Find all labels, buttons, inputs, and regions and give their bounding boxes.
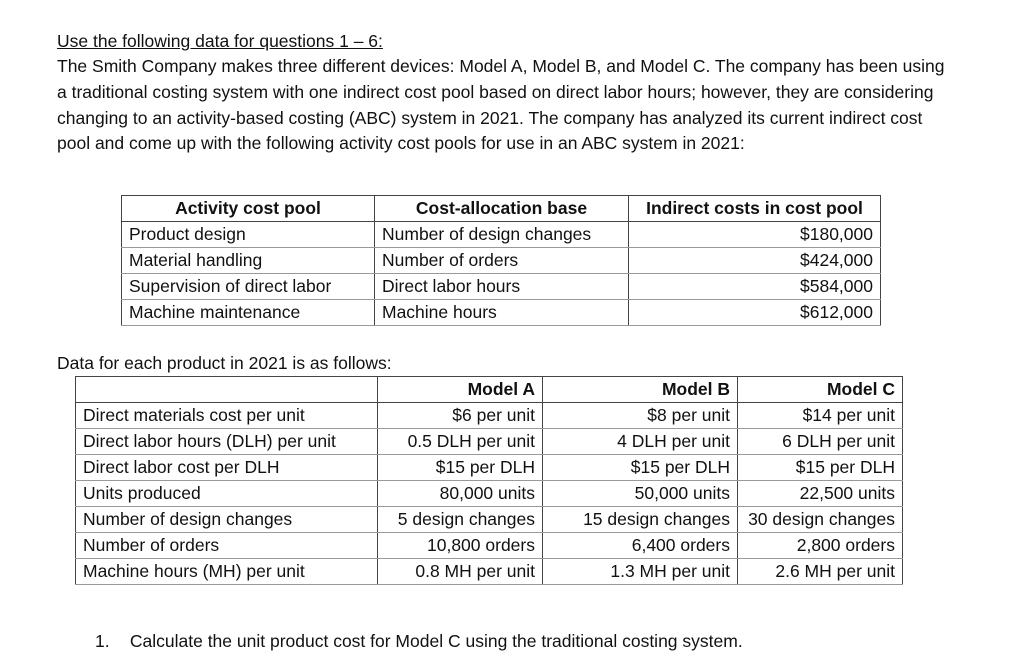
question-item: 1. Calculate the unit product cost for M… <box>95 628 743 654</box>
product-data-label: Data for each product in 2021 is as foll… <box>57 353 392 373</box>
row-label: Number of design changes <box>75 506 378 533</box>
model-a-cell: $6 per unit <box>377 402 543 429</box>
model-c-cell: 2,800 orders <box>737 532 903 559</box>
indirect-cost-cell: $424,000 <box>628 247 881 274</box>
allocation-base-cell: Machine hours <box>374 299 629 326</box>
model-a-cell: 5 design changes <box>377 506 543 533</box>
table-row: Supervision of direct labor Direct labor… <box>121 273 881 300</box>
row-label: Machine hours (MH) per unit <box>75 558 378 585</box>
table-row: Number of design changes 5 design change… <box>75 506 903 533</box>
table-row: Direct labor cost per DLH $15 per DLH $1… <box>75 454 903 481</box>
allocation-base-cell: Direct labor hours <box>374 273 629 300</box>
document-body: Use the following data for questions 1 –… <box>57 28 957 157</box>
column-header-model-b: Model B <box>542 376 738 403</box>
table-header-row: Model A Model B Model C <box>75 376 903 403</box>
model-c-cell: 6 DLH per unit <box>737 428 903 455</box>
model-c-cell: 2.6 MH per unit <box>737 558 903 585</box>
model-b-cell: 1.3 MH per unit <box>542 558 738 585</box>
table-header-row: Activity cost pool Cost-allocation base … <box>121 195 881 222</box>
row-label: Units produced <box>75 480 378 507</box>
row-label: Number of orders <box>75 532 378 559</box>
table-row: Machine maintenance Machine hours $612,0… <box>121 299 881 326</box>
column-header-model-c: Model C <box>737 376 903 403</box>
column-header-model-a: Model A <box>377 376 543 403</box>
table-row: Direct labor hours (DLH) per unit 0.5 DL… <box>75 428 903 455</box>
model-a-cell: $15 per DLH <box>377 454 543 481</box>
row-label: Direct labor cost per DLH <box>75 454 378 481</box>
indirect-cost-cell: $180,000 <box>628 221 881 248</box>
table-row: Product design Number of design changes … <box>121 221 881 248</box>
table-row: Number of orders 10,800 orders 6,400 ord… <box>75 532 903 559</box>
column-header-empty <box>75 376 378 403</box>
model-a-cell: 0.8 MH per unit <box>377 558 543 585</box>
row-label: Direct labor hours (DLH) per unit <box>75 428 378 455</box>
allocation-base-cell: Number of orders <box>374 247 629 274</box>
model-c-cell: 22,500 units <box>737 480 903 507</box>
model-b-cell: 4 DLH per unit <box>542 428 738 455</box>
indirect-cost-cell: $612,000 <box>628 299 881 326</box>
model-c-cell: $15 per DLH <box>737 454 903 481</box>
table-row: Machine hours (MH) per unit 0.8 MH per u… <box>75 558 903 585</box>
table-row: Material handling Number of orders $424,… <box>121 247 881 274</box>
model-a-cell: 0.5 DLH per unit <box>377 428 543 455</box>
indirect-cost-cell: $584,000 <box>628 273 881 300</box>
model-a-cell: 10,800 orders <box>377 532 543 559</box>
model-c-cell: $14 per unit <box>737 402 903 429</box>
activity-cost-pool-table: Activity cost pool Cost-allocation base … <box>121 195 881 326</box>
activity-cell: Product design <box>121 221 375 248</box>
column-header: Activity cost pool <box>121 195 375 222</box>
activity-cell: Supervision of direct labor <box>121 273 375 300</box>
model-b-cell: 50,000 units <box>542 480 738 507</box>
section-heading: Use the following data for questions 1 –… <box>57 31 383 51</box>
model-b-cell: 15 design changes <box>542 506 738 533</box>
model-c-cell: 30 design changes <box>737 506 903 533</box>
row-label: Direct materials cost per unit <box>75 402 378 429</box>
intro-paragraph: The Smith Company makes three different … <box>57 56 945 154</box>
table-row: Units produced 80,000 units 50,000 units… <box>75 480 903 507</box>
column-header: Indirect costs in cost pool <box>628 195 881 222</box>
model-b-cell: 6,400 orders <box>542 532 738 559</box>
table-row: Direct materials cost per unit $6 per un… <box>75 402 903 429</box>
column-header: Cost-allocation base <box>374 195 629 222</box>
model-b-cell: $15 per DLH <box>542 454 738 481</box>
question-number: 1. <box>95 631 110 651</box>
model-a-cell: 80,000 units <box>377 480 543 507</box>
activity-cell: Machine maintenance <box>121 299 375 326</box>
question-text: Calculate the unit product cost for Mode… <box>129 631 743 651</box>
activity-cell: Material handling <box>121 247 375 274</box>
model-b-cell: $8 per unit <box>542 402 738 429</box>
product-data-table: Model A Model B Model C Direct materials… <box>75 376 903 585</box>
allocation-base-cell: Number of design changes <box>374 221 629 248</box>
